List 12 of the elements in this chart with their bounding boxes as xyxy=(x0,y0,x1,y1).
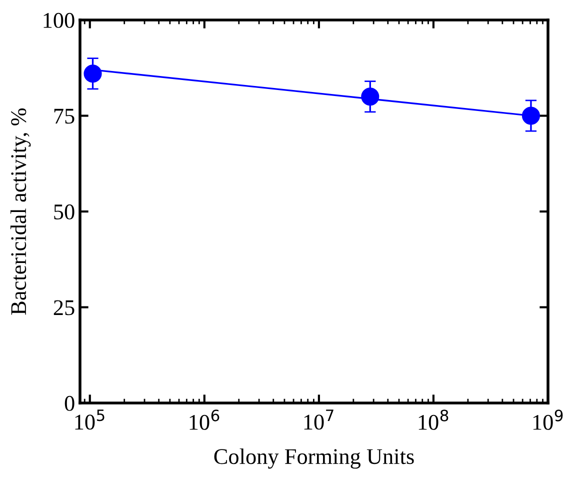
x-tick-label: 10$^{6}$ xyxy=(190,410,220,430)
y-axis-title: Bactericidal activity, % xyxy=(10,108,31,315)
y-tick-label: 50 xyxy=(54,204,74,220)
y-tick-label: 75 xyxy=(54,108,74,124)
x-tick-label: 10$^{5}$ xyxy=(75,410,104,430)
x-tick-label: 10$^{9}$ xyxy=(533,410,563,430)
x-tick-label: 10$^{7}$ xyxy=(304,410,334,430)
x-tick-label: 10$^{8}$ xyxy=(418,410,448,430)
x-axis-title: Colony Forming Units xyxy=(214,448,414,469)
y-tick-label: 100 xyxy=(44,12,74,28)
y-tick-label: 25 xyxy=(54,300,74,316)
y-tick-label: 0 xyxy=(64,396,74,411)
